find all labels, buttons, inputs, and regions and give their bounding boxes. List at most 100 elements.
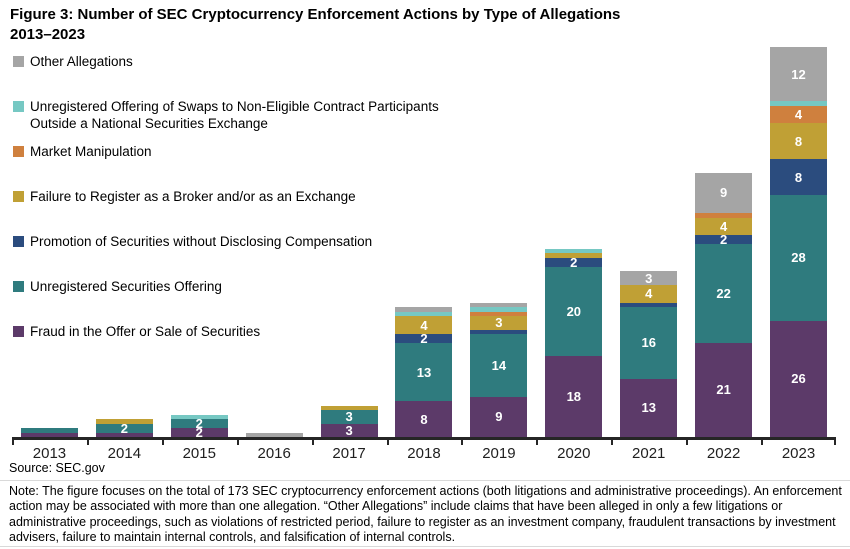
bar-segment-label: 21 (716, 382, 731, 398)
bar-segment-label: 2 (195, 425, 203, 441)
bar-2018: 8 13 2 4 (387, 307, 462, 437)
bar-segment-label: 20 (566, 304, 582, 320)
axis-tick (761, 440, 764, 445)
legend-item: Fraud in the Offer or Sale of Securities (13, 323, 260, 340)
bar-segment: 8 (770, 159, 828, 196)
x-axis (12, 437, 836, 445)
divider-line (0, 546, 850, 547)
bar-segment (470, 302, 528, 308)
bar-segment: 22 (695, 244, 753, 343)
x-axis-label: 2022 (706, 445, 741, 462)
x-axis-label: 2018 (407, 445, 441, 462)
bar-segment (695, 213, 753, 218)
bar-segment: 2 (95, 420, 153, 436)
axis-tick (536, 440, 539, 445)
axis-tick (461, 440, 464, 445)
bar-segment-label: 2 (719, 232, 728, 248)
legend-label: Unregistered Offering of Swaps to Non-El… (30, 99, 439, 132)
bar-segment: 2 (395, 332, 453, 345)
bar-2021: 13 16 4 3 (611, 271, 686, 437)
bar-stack: 13 16 4 3 (620, 270, 678, 437)
bar-segment (545, 253, 603, 258)
bar-segment (245, 432, 303, 437)
axis-tick (86, 440, 89, 445)
legend-label: Fraud in the Offer or Sale of Securities (30, 324, 261, 339)
legend-swatch (13, 326, 24, 337)
bar-segment: 21 (695, 342, 753, 437)
bar-segment-label: 4 (719, 218, 728, 234)
legend-label: Failure to Register as a Broker and/or a… (30, 189, 356, 204)
legend-label: Other Allegations (30, 54, 133, 69)
bar-segment (470, 307, 528, 312)
legend-swatch (13, 101, 24, 112)
bar-segment-label: 9 (719, 185, 728, 201)
bar-segment-label: 2 (195, 416, 203, 432)
bar-segment: 13 (620, 378, 678, 437)
bar-segment: 13 (395, 342, 453, 402)
bar-segment (470, 329, 528, 334)
bar-segment: 3 (320, 422, 378, 438)
bar-segment (20, 432, 78, 437)
bar-2014: 2 (87, 419, 162, 437)
x-axis-label: 2014 (107, 445, 142, 462)
x-axis-label: 2015 (182, 445, 216, 462)
bar-2022: 21 22 2 4 9 (686, 172, 761, 437)
legend-label: Unregistered Securities Offering (30, 279, 222, 294)
figure-title-line1: Figure 3: Number of SEC Cryptocurrency E… (10, 6, 621, 23)
bar-stack: 9 14 3 (470, 302, 528, 437)
bar-2023: 26 28 8 8 4 12 (761, 47, 836, 437)
bar-segment: 2 (170, 425, 228, 441)
bar-chart: 2 2 2 3 3 8 13 2 4 9 14 3 18 20 2 13 16 4 3 21 22 2 4 9 26 28 8 8 4 1… (12, 47, 836, 441)
bar-segment: 2 (695, 232, 753, 248)
bar-segment: 26 (770, 320, 828, 437)
bar-segment (170, 414, 228, 420)
bar-segment-label: 8 (794, 133, 803, 149)
bar-segment (95, 432, 153, 437)
bar-segment-label: 16 (641, 335, 656, 351)
axis-tick (686, 440, 689, 445)
bar-stack (20, 428, 78, 437)
bar-segment: 28 (770, 195, 828, 321)
bar-segment: 14 (470, 333, 528, 397)
x-axis-label: 2021 (632, 445, 666, 462)
bar-segment-label: 2 (570, 254, 578, 270)
bar-stack (245, 432, 303, 437)
bar-2016 (237, 432, 312, 437)
source-note: Source: SEC.gov (9, 461, 105, 475)
bar-segment-label: 3 (495, 315, 503, 331)
bar-segment (470, 311, 528, 317)
bar-segment: 4 (770, 105, 828, 124)
bar-segment: 4 (395, 316, 453, 334)
bar-segment-label: 3 (645, 270, 653, 286)
axis-tick (834, 440, 836, 445)
bar-segment-label: 4 (420, 317, 428, 333)
figure-title: Figure 3: Number of SEC Cryptocurrency E… (10, 5, 650, 46)
axis-tick (386, 440, 389, 445)
bar-segment: 2 (170, 416, 228, 432)
legend-swatch (13, 146, 24, 157)
bar-segment (620, 302, 678, 308)
bar-segment: 8 (770, 123, 828, 160)
bar-stack: 8 13 2 4 (395, 307, 453, 437)
bar-segment: 16 (620, 307, 678, 379)
bar-stack: 2 (95, 419, 153, 437)
bar-segment: 3 (470, 315, 528, 331)
legend-item: Promotion of Securities without Disclosi… (13, 233, 372, 250)
legend-item: Other Allegations (13, 53, 133, 70)
axis-tick (311, 440, 314, 445)
bar-segment-label: 3 (345, 422, 353, 438)
x-axis-label: 2016 (257, 445, 291, 462)
legend: Other Allegations Unregistered Offering o… (13, 53, 493, 353)
axis-tick (236, 440, 239, 445)
bar-segment (545, 248, 603, 254)
bar-segment-label: 4 (645, 286, 653, 302)
legend-swatch (13, 281, 24, 292)
bar-2013 (12, 428, 87, 437)
bar-segment-label: 2 (120, 420, 128, 436)
bar-segment: 20 (545, 266, 603, 357)
legend-swatch (13, 56, 24, 67)
legend-item: Unregistered Offering of Swaps to Non-El… (13, 98, 475, 133)
bar-segment: 9 (470, 396, 528, 437)
